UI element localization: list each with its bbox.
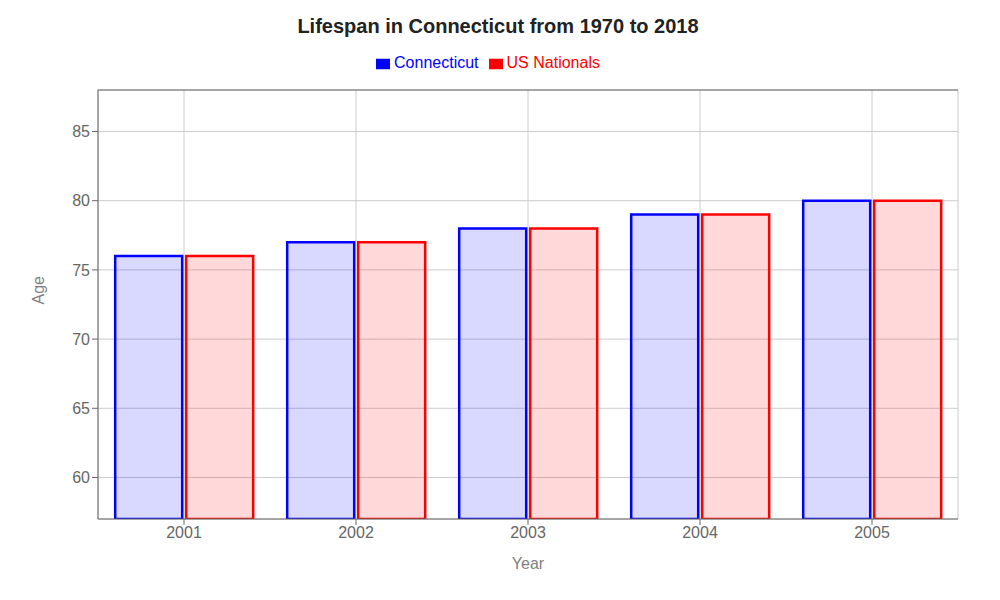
- svg-text:70: 70: [72, 331, 90, 348]
- svg-text:2005: 2005: [854, 524, 890, 541]
- html-text:Connecticut: Connecticut: [394, 54, 479, 71]
- html-text:US Nationals: US Nationals: [506, 54, 600, 71]
- svg-text:80: 80: [72, 192, 90, 209]
- svg-text:75: 75: [72, 262, 90, 279]
- svg-text:2004: 2004: [682, 524, 718, 541]
- svg-text:2001: 2001: [166, 524, 202, 541]
- svg-text:60: 60: [72, 469, 90, 486]
- svg-text:85: 85: [72, 123, 90, 140]
- svg-text:2003: 2003: [510, 524, 546, 541]
- svg-text:2002: 2002: [338, 524, 374, 541]
- html-text:Lifespan in Connecticut from 1: Lifespan in Connecticut from 1970 to 201…: [297, 15, 699, 37]
- svg-text:Year: Year: [512, 555, 545, 572]
- svg-text:Age: Age: [30, 276, 47, 305]
- svg-text:65: 65: [72, 400, 90, 417]
